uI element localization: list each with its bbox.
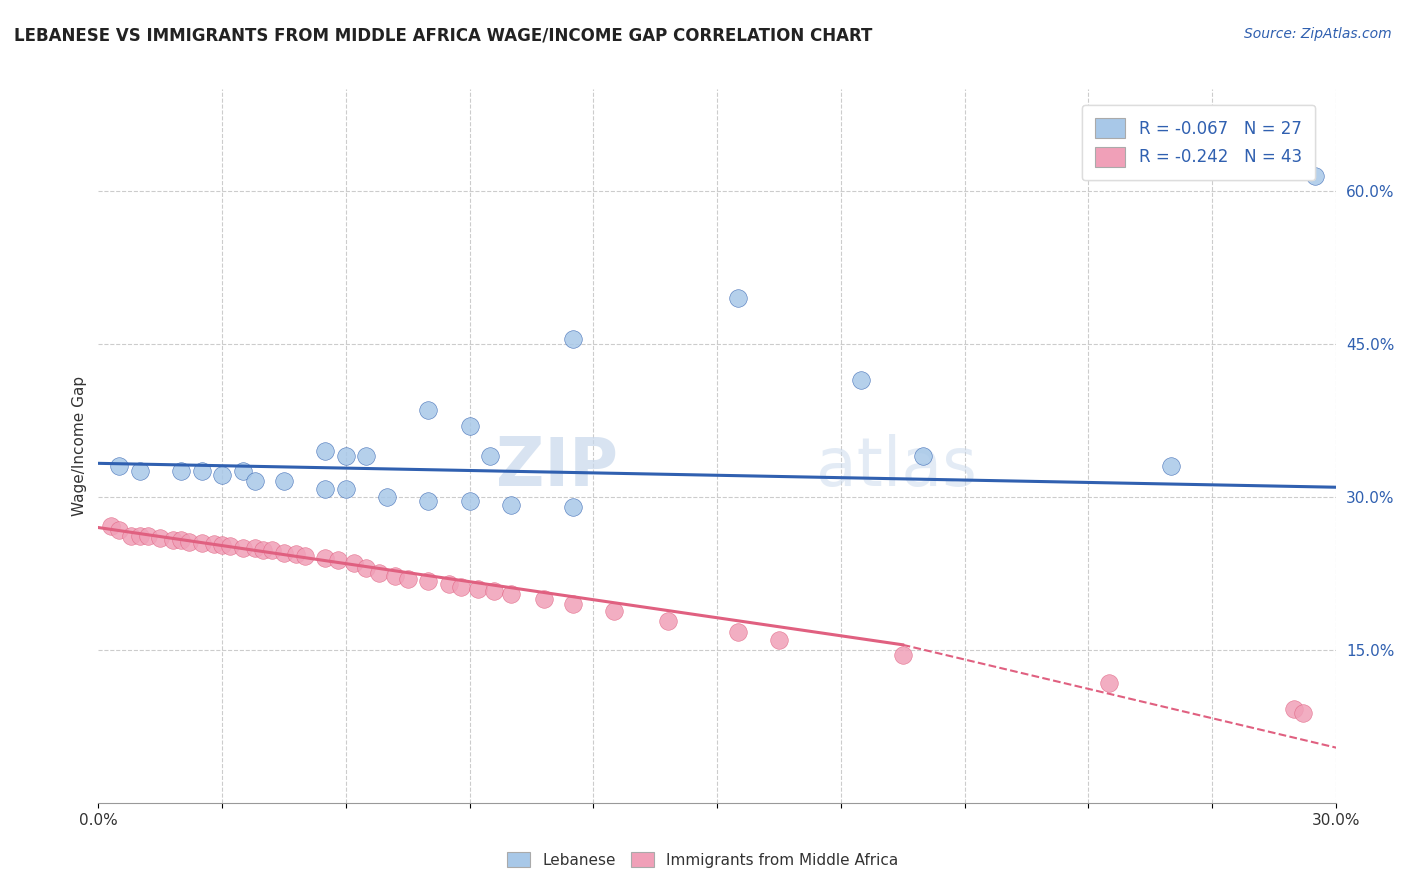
- Point: [120, 529, 142, 543]
- Point: [211, 467, 233, 482]
- Point: [1284, 702, 1306, 716]
- Point: [170, 533, 193, 547]
- Point: [891, 648, 914, 662]
- Text: LEBANESE VS IMMIGRANTS FROM MIDDLE AFRICA WAGE/INCOME GAP CORRELATION CHART: LEBANESE VS IMMIGRANTS FROM MIDDLE AFRIC…: [14, 27, 873, 45]
- Point: [384, 569, 406, 583]
- Point: [356, 561, 378, 575]
- Legend: R = -0.067   N = 27, R = -0.242   N = 43: R = -0.067 N = 27, R = -0.242 N = 43: [1081, 104, 1315, 180]
- Point: [149, 531, 172, 545]
- Point: [768, 632, 790, 647]
- Point: [437, 576, 460, 591]
- Point: [202, 537, 225, 551]
- Point: [450, 580, 472, 594]
- Point: [128, 465, 150, 479]
- Point: [162, 533, 184, 547]
- Point: [499, 587, 522, 601]
- Point: [335, 449, 357, 463]
- Point: [561, 597, 583, 611]
- Point: [418, 574, 440, 588]
- Point: [243, 474, 266, 488]
- Point: [418, 403, 440, 417]
- Point: [136, 529, 159, 543]
- Point: [533, 591, 555, 606]
- Point: [314, 482, 336, 496]
- Point: [851, 373, 873, 387]
- Point: [479, 449, 502, 463]
- Point: [326, 553, 349, 567]
- Point: [1160, 459, 1182, 474]
- Point: [252, 543, 274, 558]
- Point: [211, 538, 233, 552]
- Legend: Lebanese, Immigrants from Middle Africa: Lebanese, Immigrants from Middle Africa: [499, 844, 907, 875]
- Point: [285, 547, 308, 561]
- Point: [375, 490, 398, 504]
- Point: [561, 500, 583, 515]
- Point: [128, 529, 150, 543]
- Point: [657, 615, 679, 629]
- Point: [603, 604, 626, 618]
- Point: [367, 566, 389, 581]
- Point: [314, 444, 336, 458]
- Point: [190, 465, 212, 479]
- Point: [484, 583, 506, 598]
- Point: [190, 536, 212, 550]
- Point: [179, 534, 201, 549]
- Text: atlas: atlas: [815, 434, 977, 500]
- Point: [294, 549, 316, 563]
- Point: [467, 582, 489, 596]
- Point: [232, 541, 254, 555]
- Point: [356, 449, 378, 463]
- Point: [170, 465, 193, 479]
- Point: [108, 459, 131, 474]
- Point: [1303, 169, 1326, 183]
- Point: [273, 546, 295, 560]
- Point: [1292, 706, 1315, 720]
- Point: [418, 494, 440, 508]
- Point: [314, 551, 336, 566]
- Point: [273, 474, 295, 488]
- Point: [100, 518, 122, 533]
- Y-axis label: Wage/Income Gap: Wage/Income Gap: [72, 376, 87, 516]
- Point: [335, 482, 357, 496]
- Point: [1098, 675, 1121, 690]
- Point: [499, 498, 522, 512]
- Point: [219, 539, 242, 553]
- Point: [232, 465, 254, 479]
- Point: [243, 541, 266, 555]
- Point: [727, 624, 749, 639]
- Point: [561, 332, 583, 346]
- Text: Source: ZipAtlas.com: Source: ZipAtlas.com: [1244, 27, 1392, 41]
- Text: ZIP: ZIP: [496, 434, 619, 500]
- Point: [727, 291, 749, 305]
- Point: [108, 523, 131, 537]
- Point: [396, 572, 419, 586]
- Point: [458, 494, 481, 508]
- Point: [260, 543, 283, 558]
- Point: [912, 449, 935, 463]
- Point: [343, 556, 366, 570]
- Point: [458, 418, 481, 433]
